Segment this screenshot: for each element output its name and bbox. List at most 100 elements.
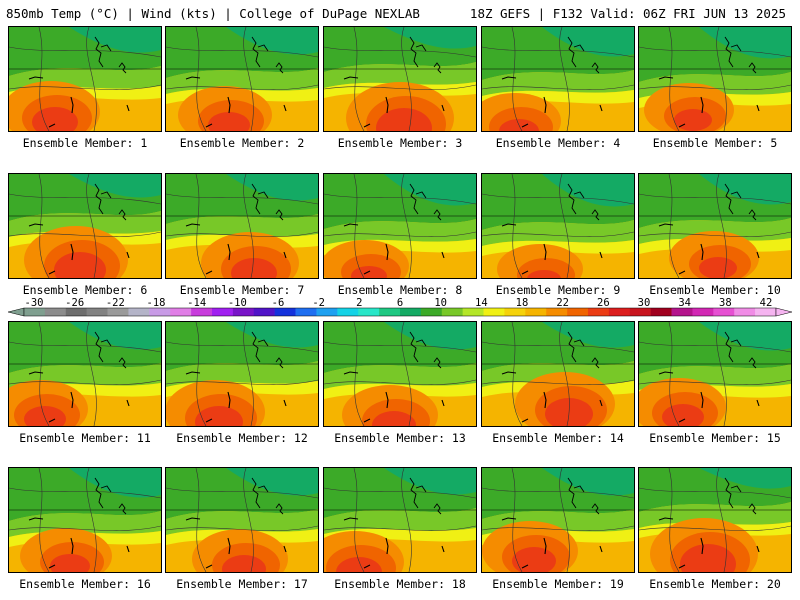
colorbar-segment — [504, 308, 526, 316]
colorbar-segment — [149, 308, 171, 316]
colorbar-segment — [420, 308, 443, 316]
ensemble-member-15-label: Ensemble Member: 15 — [649, 431, 781, 445]
colorbar-segment — [441, 308, 463, 316]
colorbar-segment — [295, 308, 317, 316]
ensemble-member-11-map — [8, 321, 162, 427]
colorbar-segment — [191, 308, 213, 316]
colorbar-segment — [629, 308, 651, 316]
ensemble-member-1-label: Ensemble Member: 1 — [22, 136, 148, 150]
colorbar-segment — [671, 308, 693, 316]
ensemble-member-12-label: Ensemble Member: 12 — [176, 431, 308, 445]
ensemble-member-5-map — [638, 26, 792, 132]
ensemble-member-5-label: Ensemble Member: 5 — [652, 136, 778, 150]
ensemble-member-4-label: Ensemble Member: 4 — [495, 136, 621, 150]
ensemble-member-16-label: Ensemble Member: 16 — [19, 577, 151, 591]
colorbar-tick-label: -2 — [312, 298, 325, 309]
colorbar-segment — [65, 308, 87, 316]
ensemble-member-7-label: Ensemble Member: 7 — [179, 283, 305, 297]
colorbar-segment — [525, 308, 547, 316]
colorbar-segment — [567, 308, 589, 316]
ensemble-member-12-map — [165, 321, 319, 427]
ensemble-member-3-label: Ensemble Member: 3 — [337, 136, 463, 150]
ensemble-member-17-label: Ensemble Member: 17 — [176, 577, 308, 591]
colorbar-segment — [232, 308, 255, 316]
colorbar-tick-label: -30 — [25, 298, 44, 309]
map-title-right: 18Z GEFS | F132 Valid: 06Z FRI JUN 13 20… — [469, 6, 786, 21]
colorbar-tick-label: 2 — [356, 298, 362, 309]
colorbar-segment — [546, 308, 568, 316]
ensemble-member-9-label: Ensemble Member: 9 — [495, 283, 621, 297]
ensemble-member-6-label: Ensemble Member: 6 — [22, 283, 148, 297]
colorbar-right-arrow — [775, 307, 792, 317]
colorbar-segment — [483, 308, 505, 316]
ensemble-member-2-label: Ensemble Member: 2 — [179, 136, 305, 150]
colorbar-segment — [212, 308, 234, 316]
colorbar-tick-label: 30 — [638, 298, 651, 309]
ensemble-member-9-map — [481, 173, 635, 279]
colorbar-segment — [44, 308, 67, 316]
ensemble-member-13-label: Ensemble Member: 13 — [334, 431, 466, 445]
colorbar-segment — [107, 308, 129, 316]
colorbar-segment — [253, 308, 275, 316]
colorbar-tick-label: 38 — [719, 298, 732, 309]
ensemble-member-13-map — [323, 321, 477, 427]
map-title-left: 850mb Temp (°C) | Wind (kts) | College o… — [6, 6, 420, 21]
colorbar-tick-label: -22 — [106, 298, 125, 309]
colorbar-segment — [24, 308, 46, 316]
colorbar-segment — [588, 308, 610, 316]
ensemble-member-19-map — [481, 467, 635, 573]
colorbar-tick-label: -6 — [272, 298, 285, 309]
colorbar-tick-label: 6 — [397, 298, 403, 309]
colorbar-tick-label: 10 — [434, 298, 447, 309]
ensemble-member-1-map — [8, 26, 162, 132]
ensemble-member-14-label: Ensemble Member: 14 — [492, 431, 624, 445]
colorbar-tick-label: -14 — [187, 298, 206, 309]
ensemble-member-18-map — [323, 467, 477, 573]
colorbar-segment — [379, 308, 401, 316]
colorbar-tick-label: 42 — [760, 298, 773, 309]
ensemble-member-20-label: Ensemble Member: 20 — [649, 577, 781, 591]
ensemble-member-10-map — [638, 173, 792, 279]
ensemble-member-18-label: Ensemble Member: 18 — [334, 577, 466, 591]
colorbar-segment — [86, 308, 108, 316]
ensemble-member-11-label: Ensemble Member: 11 — [19, 431, 151, 445]
colorbar-segment — [337, 308, 359, 316]
ensemble-member-6-map — [8, 173, 162, 279]
colorbar-segment — [755, 308, 777, 316]
ensemble-member-20-map — [638, 467, 792, 573]
colorbar-segment — [170, 308, 192, 316]
ensemble-member-14-map — [481, 321, 635, 427]
colorbar-segment — [316, 308, 338, 316]
ensemble-member-10-label: Ensemble Member: 10 — [649, 283, 781, 297]
ensemble-member-19-label: Ensemble Member: 19 — [492, 577, 624, 591]
ensemble-member-7-map — [165, 173, 319, 279]
ensemble-member-4-map — [481, 26, 635, 132]
ensemble-member-3-map — [323, 26, 477, 132]
ensemble-member-8-label: Ensemble Member: 8 — [337, 283, 463, 297]
ensemble-member-2-map — [165, 26, 319, 132]
colorbar-tick-label: -18 — [147, 298, 166, 309]
colorbar-segment — [692, 308, 714, 316]
colorbar-tick-label: 18 — [516, 298, 529, 309]
ensemble-member-8-map — [323, 173, 477, 279]
temperature-colorbar: -30 -26 -22 -18 -14 -10 -6 -2 2 6 10 14 18 22 26 30 34 38… — [8, 298, 792, 318]
colorbar-tick-label: 34 — [678, 298, 691, 309]
colorbar-segment — [713, 308, 735, 316]
colorbar-segment — [608, 308, 631, 316]
colorbar-segment — [358, 308, 380, 316]
colorbar-segment — [734, 308, 756, 316]
colorbar-segment — [462, 308, 484, 316]
ensemble-member-15-map — [638, 321, 792, 427]
colorbar-left-arrow — [8, 307, 25, 317]
colorbar-segment — [128, 308, 150, 316]
ensemble-member-16-map — [8, 467, 162, 573]
colorbar-tick-label: 14 — [475, 298, 488, 309]
colorbar-segment — [650, 308, 672, 316]
colorbar-tick-label: -26 — [65, 298, 84, 309]
colorbar-tick-label: 22 — [556, 298, 569, 309]
colorbar-tick-label: 26 — [597, 298, 610, 309]
colorbar-segment — [274, 308, 296, 316]
colorbar-segment — [400, 308, 422, 316]
colorbar-tick-label: -10 — [228, 298, 247, 309]
ensemble-member-17-map — [165, 467, 319, 573]
